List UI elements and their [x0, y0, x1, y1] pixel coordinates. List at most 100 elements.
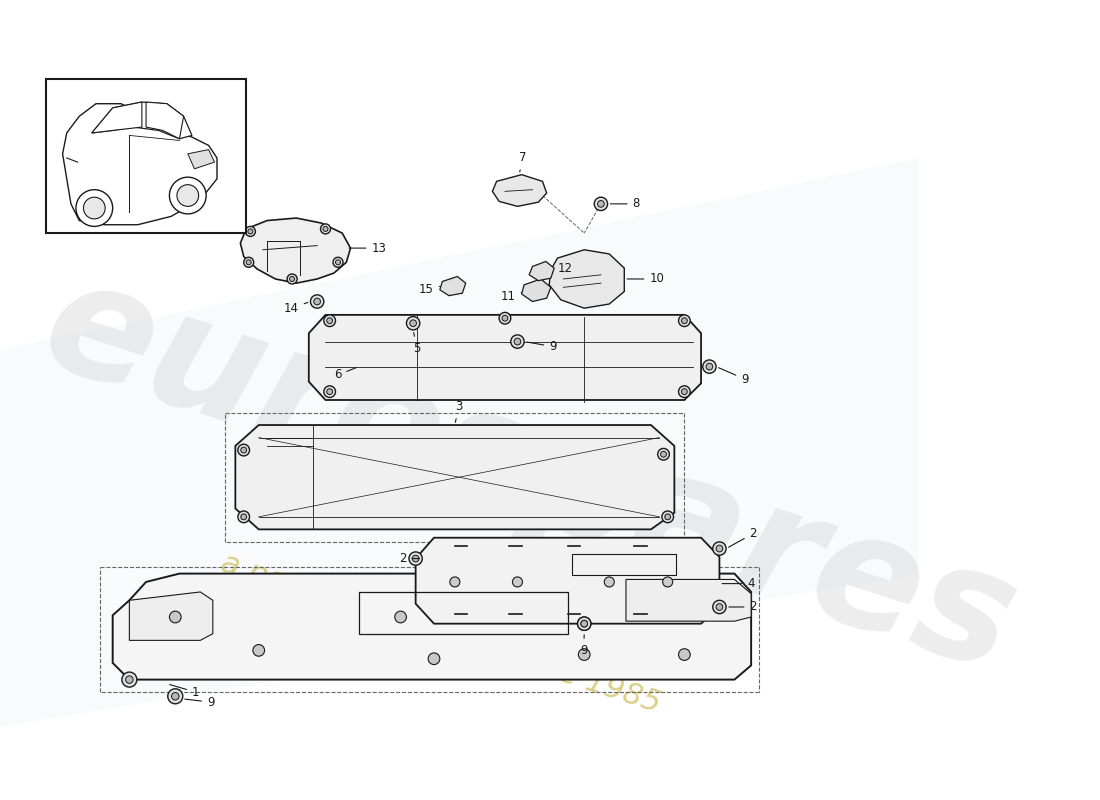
Circle shape: [604, 577, 614, 587]
Circle shape: [327, 318, 332, 324]
Circle shape: [177, 185, 199, 206]
Text: 1: 1: [169, 685, 199, 698]
Circle shape: [245, 226, 255, 237]
Circle shape: [579, 649, 590, 660]
Polygon shape: [63, 104, 217, 225]
Circle shape: [122, 672, 136, 687]
Circle shape: [172, 693, 179, 700]
Circle shape: [682, 318, 688, 324]
Circle shape: [76, 190, 112, 226]
Circle shape: [662, 577, 673, 587]
Circle shape: [703, 360, 716, 374]
Polygon shape: [626, 579, 751, 621]
Text: 7: 7: [519, 151, 527, 172]
Circle shape: [238, 444, 250, 456]
Circle shape: [241, 514, 246, 520]
Text: 4: 4: [723, 577, 755, 590]
Polygon shape: [309, 315, 701, 400]
Circle shape: [713, 542, 726, 555]
Circle shape: [716, 546, 723, 552]
Polygon shape: [91, 102, 142, 133]
Polygon shape: [0, 150, 960, 734]
FancyBboxPatch shape: [46, 78, 246, 233]
Circle shape: [395, 611, 407, 623]
Circle shape: [450, 577, 460, 587]
Circle shape: [169, 177, 206, 214]
Text: 12: 12: [558, 262, 572, 274]
Circle shape: [514, 338, 520, 345]
Circle shape: [323, 386, 336, 398]
Circle shape: [679, 315, 690, 326]
Text: 5: 5: [414, 333, 420, 354]
Text: 2: 2: [729, 601, 757, 614]
Polygon shape: [91, 102, 192, 138]
Circle shape: [289, 277, 295, 282]
Polygon shape: [241, 218, 351, 283]
Polygon shape: [549, 250, 625, 308]
Polygon shape: [521, 279, 551, 302]
Polygon shape: [416, 538, 719, 624]
Circle shape: [238, 511, 250, 522]
Circle shape: [682, 389, 688, 394]
Circle shape: [716, 604, 723, 610]
Text: 9: 9: [527, 340, 557, 353]
Text: 8: 8: [610, 198, 640, 210]
Circle shape: [241, 447, 246, 453]
Circle shape: [679, 386, 690, 398]
Circle shape: [513, 577, 522, 587]
Circle shape: [409, 552, 422, 566]
Polygon shape: [529, 262, 554, 281]
Circle shape: [407, 317, 420, 330]
Circle shape: [597, 201, 604, 207]
Text: a passion for parts since 1985: a passion for parts since 1985: [217, 549, 664, 718]
Text: 9: 9: [185, 696, 214, 709]
Text: 9: 9: [580, 634, 587, 657]
Circle shape: [581, 620, 587, 627]
Text: 2: 2: [399, 552, 419, 565]
Polygon shape: [440, 277, 465, 296]
Circle shape: [662, 511, 673, 522]
Text: 13: 13: [349, 242, 386, 254]
Circle shape: [320, 224, 330, 234]
Circle shape: [327, 389, 332, 394]
Circle shape: [706, 363, 713, 370]
Polygon shape: [146, 102, 184, 138]
Text: eurospares: eurospares: [25, 246, 1034, 705]
Circle shape: [658, 449, 670, 460]
Circle shape: [578, 617, 591, 630]
Circle shape: [713, 600, 726, 614]
Circle shape: [323, 226, 328, 231]
Circle shape: [169, 611, 182, 623]
Circle shape: [244, 258, 254, 267]
Text: 14: 14: [284, 302, 308, 314]
Circle shape: [428, 653, 440, 665]
Circle shape: [594, 197, 607, 210]
Text: 15: 15: [419, 283, 440, 296]
Circle shape: [246, 260, 251, 265]
Circle shape: [581, 620, 587, 627]
Polygon shape: [493, 174, 547, 206]
Circle shape: [664, 514, 671, 520]
Polygon shape: [188, 150, 214, 169]
Text: 3: 3: [455, 400, 462, 422]
Circle shape: [310, 295, 323, 308]
Circle shape: [333, 258, 343, 267]
Circle shape: [253, 645, 265, 656]
Text: 6: 6: [333, 368, 356, 382]
Text: 9: 9: [718, 368, 749, 386]
Circle shape: [661, 451, 667, 457]
Circle shape: [679, 649, 690, 660]
Text: 10: 10: [627, 273, 664, 286]
Circle shape: [578, 617, 591, 630]
Polygon shape: [130, 592, 212, 640]
Circle shape: [499, 312, 510, 324]
Text: 11: 11: [500, 290, 521, 303]
Circle shape: [168, 689, 183, 704]
Circle shape: [412, 555, 419, 562]
Circle shape: [125, 676, 133, 683]
Polygon shape: [235, 425, 674, 530]
Circle shape: [84, 197, 106, 219]
Circle shape: [248, 229, 253, 234]
Text: 2: 2: [728, 527, 757, 547]
Circle shape: [287, 274, 297, 284]
